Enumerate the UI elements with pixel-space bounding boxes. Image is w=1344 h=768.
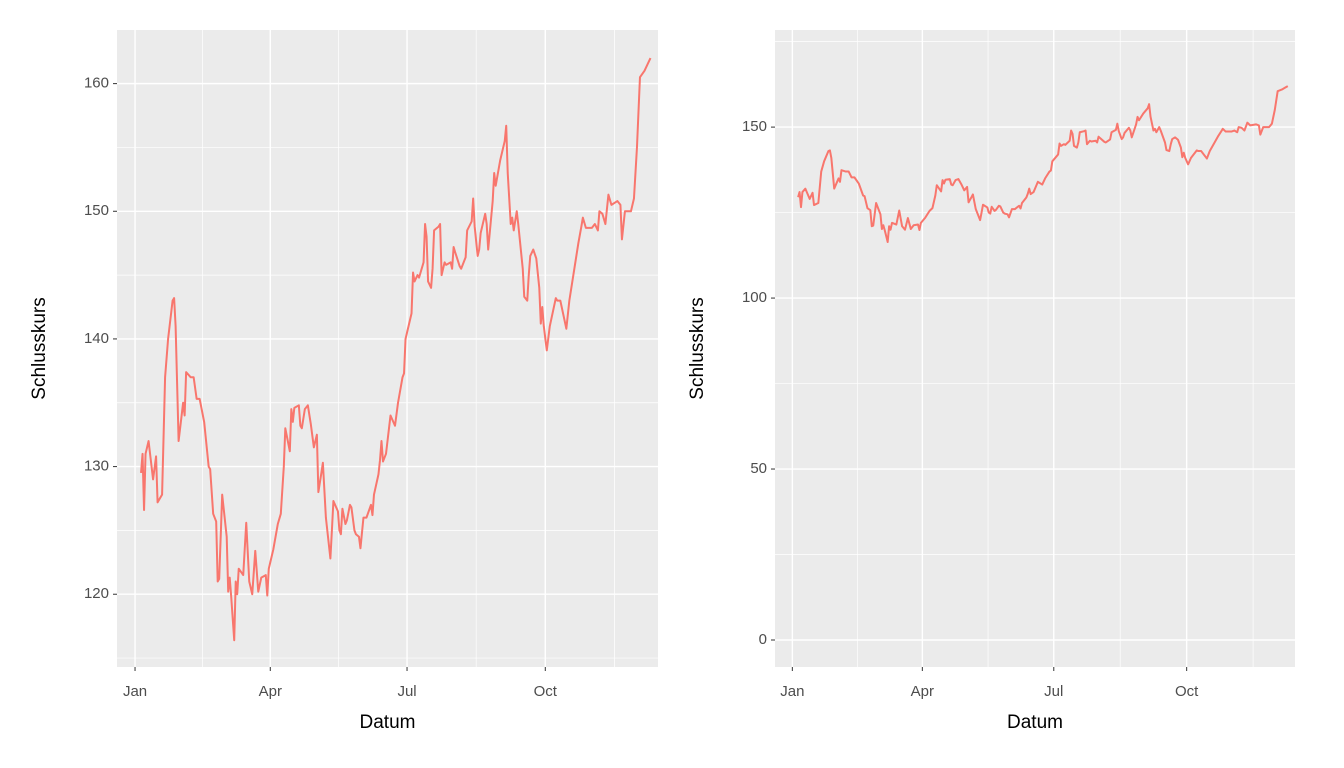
- x-tick-label: Apr: [259, 683, 282, 700]
- y-tick-label: 120: [84, 585, 109, 602]
- x-tick-label: Jan: [780, 683, 804, 700]
- x-tick-label: Jul: [1044, 683, 1063, 700]
- y-tick-label: 130: [84, 458, 109, 475]
- x-axis-title: Datum: [1007, 712, 1063, 733]
- y-tick-label: 140: [84, 330, 109, 347]
- x-tick-label: Oct: [1175, 683, 1199, 700]
- panel: [775, 30, 1295, 667]
- x-axis-title: Datum: [360, 712, 416, 733]
- y-tick-label: 150: [742, 118, 767, 135]
- y-tick-label: 160: [84, 75, 109, 92]
- x-tick-label: Apr: [911, 683, 934, 700]
- price-line: [797, 85, 1289, 243]
- y-tick-label: 100: [742, 289, 767, 306]
- x-tick-label: Oct: [534, 683, 558, 700]
- x-tick-label: Jan: [123, 683, 147, 700]
- y-tick-label: 0: [759, 631, 767, 648]
- x-tick-label: Jul: [397, 683, 416, 700]
- panel: [117, 30, 658, 667]
- price-line: [140, 57, 652, 642]
- y-axis-title: Schlusskurs: [687, 297, 708, 399]
- y-axis-title: Schlusskurs: [29, 297, 50, 399]
- y-tick-label: 50: [750, 460, 767, 477]
- y-tick-label: 150: [84, 202, 109, 219]
